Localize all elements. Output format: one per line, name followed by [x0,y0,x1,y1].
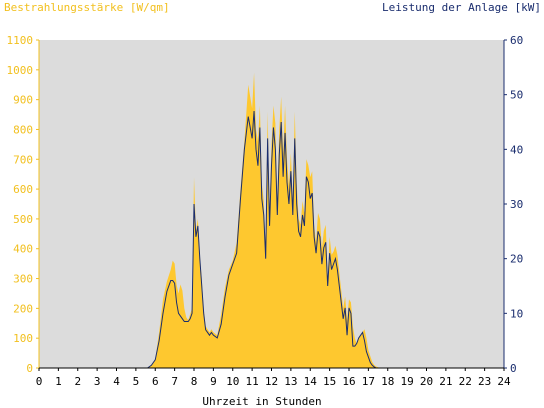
x-tick-label: 1 [55,375,62,388]
x-tick-label: 3 [94,375,101,388]
x-tick-label: 11 [246,375,259,388]
left-tick-label: 600 [13,183,33,196]
x-tick-label: 19 [401,375,414,388]
ticks-layer: 0100200300400500600700800900100011000102… [7,34,524,388]
x-tick-label: 7 [171,375,178,388]
power-line [39,111,504,369]
irradiance-area [39,72,504,369]
x-tick-label: 16 [342,375,355,388]
left-tick-label: 1100 [7,34,34,47]
left-tick-label: 900 [13,94,33,107]
left-tick-label: 200 [13,302,33,315]
left-tick-label: 1000 [7,64,34,77]
x-tick-label: 9 [210,375,217,388]
x-tick-label: 4 [113,375,120,388]
right-tick-label: 60 [510,34,523,47]
left-tick-label: 500 [13,213,33,226]
right-axis-title: Leistung der Anlage [kW] [382,1,541,14]
left-tick-label: 400 [13,243,33,256]
x-tick-label: 20 [420,375,433,388]
left-tick-label: 100 [13,332,33,345]
x-tick-label: 5 [133,375,140,388]
left-tick-label: 300 [13,273,33,286]
left-tick-label: 800 [13,123,33,136]
x-tick-label: 22 [459,375,472,388]
x-tick-label: 18 [381,375,394,388]
x-axis-title: Uhrzeit in Stunden [202,395,321,408]
x-tick-label: 13 [284,375,297,388]
left-axis-title: Bestrahlungsstärke [W/qm] [4,1,170,14]
x-tick-label: 12 [265,375,278,388]
right-tick-label: 50 [510,89,523,102]
left-tick-label: 700 [13,153,33,166]
x-tick-label: 10 [226,375,239,388]
right-tick-label: 0 [510,362,517,375]
x-tick-label: 15 [323,375,336,388]
left-tick-label: 0 [26,362,33,375]
series-layer [39,72,504,369]
x-tick-label: 17 [362,375,375,388]
right-tick-label: 10 [510,307,523,320]
x-tick-label: 23 [478,375,491,388]
right-tick-label: 40 [510,143,523,156]
x-tick-label: 14 [304,375,318,388]
x-tick-label: 21 [439,375,452,388]
x-tick-label: 2 [74,375,81,388]
x-tick-label: 8 [191,375,198,388]
right-tick-label: 20 [510,253,523,266]
right-tick-label: 30 [510,198,523,211]
x-tick-label: 0 [36,375,43,388]
x-tick-label: 6 [152,375,159,388]
x-tick-label: 24 [497,375,511,388]
